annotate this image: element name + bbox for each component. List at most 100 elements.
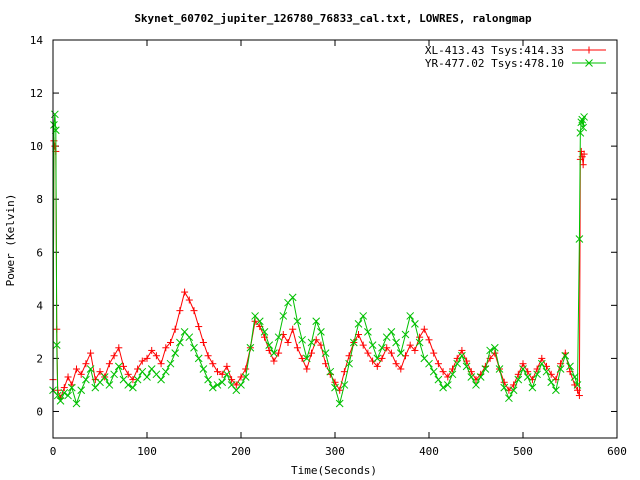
- data-point: [542, 367, 551, 376]
- data-point: [143, 373, 151, 381]
- data-point: [439, 383, 447, 392]
- series-layer: [49, 110, 588, 408]
- data-point: [396, 349, 405, 357]
- data-point: [500, 378, 508, 386]
- data-point: [279, 312, 288, 320]
- data-point: [110, 370, 118, 379]
- data-point: [86, 365, 95, 373]
- data-point: [72, 399, 81, 408]
- data-point: [105, 360, 113, 368]
- x-tick-label: 0: [50, 445, 57, 458]
- data-point: [303, 365, 311, 373]
- data-point: [406, 312, 415, 320]
- data-point: [195, 323, 203, 331]
- data-point: [242, 365, 250, 373]
- data-point: [411, 346, 419, 354]
- y-tick-label: 14: [30, 34, 44, 47]
- data-point: [270, 357, 278, 365]
- data-point: [64, 373, 72, 381]
- data-point: [430, 349, 438, 357]
- data-point: [129, 376, 137, 384]
- data-point: [364, 349, 372, 357]
- data-point: [340, 368, 348, 376]
- data-point: [237, 373, 245, 381]
- data-point: [420, 325, 428, 333]
- x-tick-label: 300: [325, 445, 345, 458]
- data-point: [77, 386, 86, 395]
- data-point: [392, 338, 400, 347]
- data-point: [213, 381, 222, 389]
- data-point: [416, 333, 424, 341]
- data-point: [82, 360, 90, 368]
- x-axis-label: Time(Seconds): [291, 464, 377, 477]
- data-point: [274, 333, 283, 342]
- data-point: [411, 320, 419, 328]
- data-point: [364, 328, 372, 336]
- data-point: [321, 349, 330, 357]
- data-point: [495, 365, 504, 373]
- data-point: [429, 367, 438, 376]
- data-point: [60, 384, 68, 392]
- data-point: [570, 373, 579, 381]
- data-point: [317, 328, 325, 336]
- data-point: [223, 362, 231, 370]
- data-point: [176, 307, 184, 315]
- data-point: [406, 341, 414, 349]
- data-point: [194, 354, 203, 363]
- data-point: [434, 360, 442, 368]
- data-point: [533, 370, 541, 379]
- x-tick-label: 100: [137, 445, 157, 458]
- data-point: [345, 359, 353, 368]
- data-point: [458, 351, 466, 360]
- data-point: [100, 373, 109, 381]
- data-point: [157, 360, 165, 368]
- data-point: [425, 336, 433, 344]
- data-point: [143, 354, 151, 362]
- data-point: [472, 381, 480, 389]
- data-point: [514, 375, 523, 384]
- x-tick-label: 500: [513, 445, 533, 458]
- data-point: [185, 333, 194, 342]
- data-point: [490, 343, 499, 352]
- data-point: [566, 362, 574, 371]
- data-point: [579, 161, 587, 169]
- series-2: [49, 110, 588, 408]
- data-point: [486, 346, 494, 355]
- data-point: [580, 150, 588, 158]
- data-point: [349, 338, 358, 347]
- legend-marker: [585, 46, 593, 54]
- data-point: [345, 352, 353, 360]
- data-point: [576, 129, 585, 137]
- data-point: [96, 368, 104, 376]
- x-tick-label: 400: [419, 445, 439, 458]
- data-point: [293, 317, 302, 326]
- data-point: [359, 312, 368, 320]
- data-point: [289, 325, 297, 333]
- data-point: [161, 367, 170, 376]
- data-point: [270, 349, 278, 357]
- data-point: [547, 378, 556, 387]
- data-point: [223, 370, 231, 379]
- data-point: [387, 349, 395, 357]
- data-point: [340, 381, 349, 389]
- data-point: [359, 341, 367, 349]
- data-point: [255, 317, 264, 326]
- data-point: [199, 365, 208, 373]
- data-point: [148, 346, 156, 354]
- data-point: [575, 235, 584, 243]
- data-point: [528, 383, 537, 392]
- data-point: [354, 320, 363, 328]
- data-point: [373, 362, 381, 370]
- data-point: [218, 378, 227, 387]
- data-point: [82, 375, 90, 384]
- data-point: [50, 121, 58, 129]
- data-point: [166, 359, 175, 368]
- data-point: [439, 368, 447, 376]
- data-point: [453, 359, 462, 368]
- data-point: [246, 343, 255, 352]
- data-point: [378, 343, 386, 352]
- data-point: [288, 293, 297, 302]
- data-point: [204, 352, 212, 360]
